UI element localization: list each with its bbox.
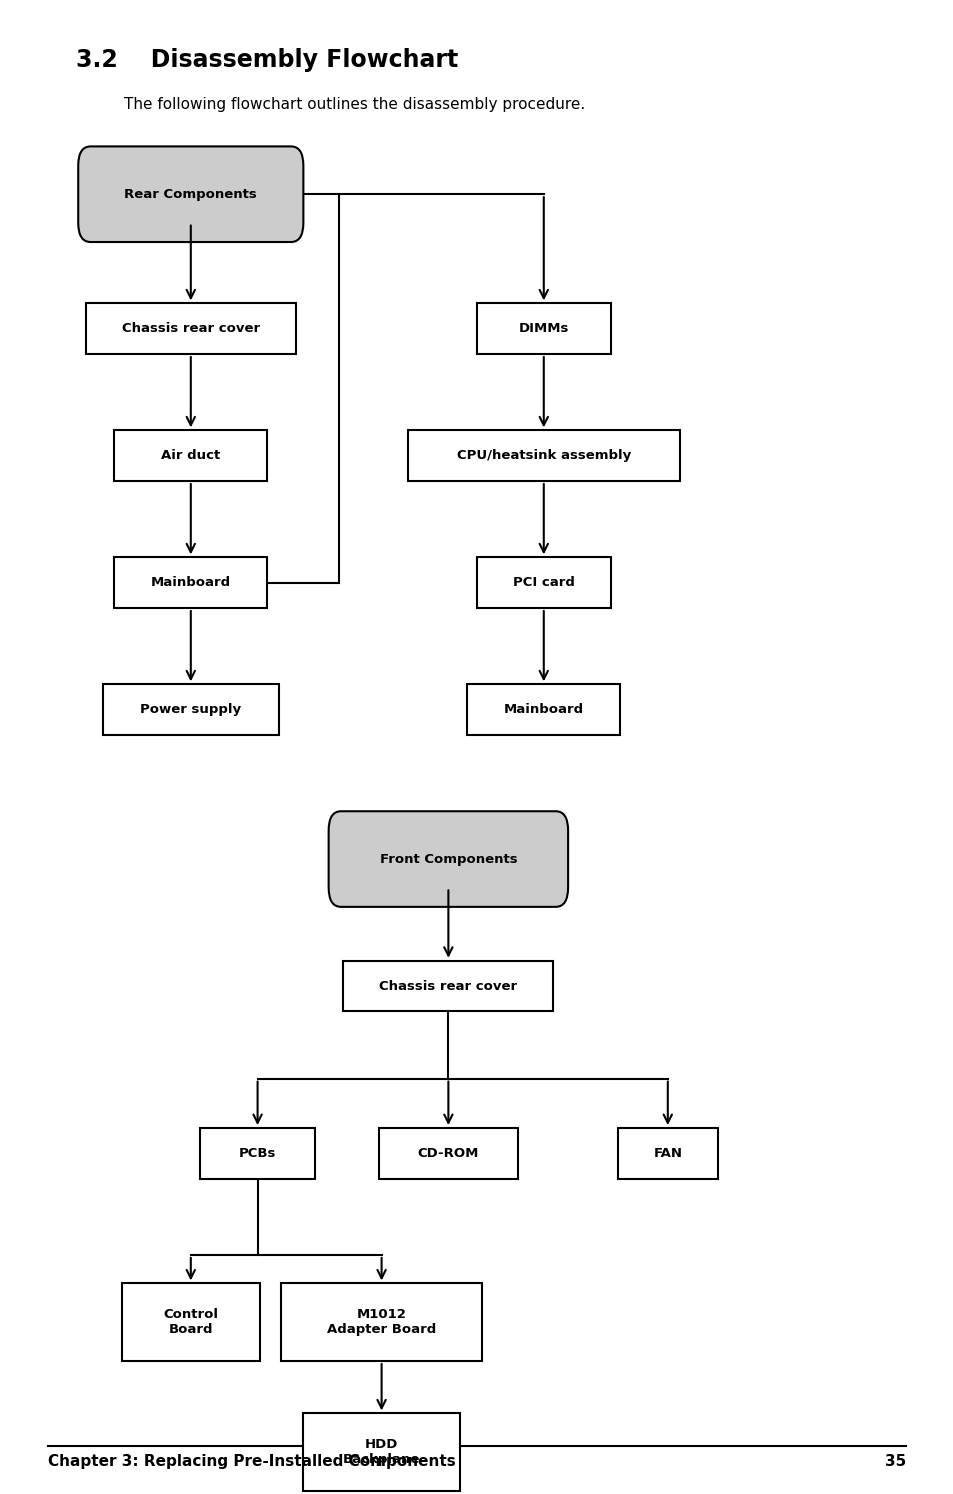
Bar	[303, 1413, 460, 1491]
Bar	[407, 430, 679, 481]
FancyBboxPatch shape	[328, 811, 567, 907]
Bar	[476, 557, 610, 608]
Text: Front Components: Front Components	[379, 853, 517, 865]
Bar	[378, 1128, 517, 1179]
Text: M1012
Adapter Board: M1012 Adapter Board	[327, 1309, 436, 1336]
Text: Chassis rear cover: Chassis rear cover	[122, 323, 259, 335]
Bar	[103, 684, 278, 735]
Text: Chapter 3: Replacing Pre-Installed Components: Chapter 3: Replacing Pre-Installed Compo…	[48, 1454, 455, 1469]
Bar	[114, 557, 267, 608]
Bar	[114, 430, 267, 481]
Text: PCBs: PCBs	[238, 1147, 276, 1159]
FancyBboxPatch shape	[78, 146, 303, 242]
Text: Rear Components: Rear Components	[124, 188, 257, 200]
Text: 35: 35	[884, 1454, 905, 1469]
Text: CD-ROM: CD-ROM	[417, 1147, 478, 1159]
Text: Air duct: Air duct	[161, 450, 220, 462]
Text: HDD
Backplane: HDD Backplane	[342, 1439, 420, 1466]
Text: 3.2    Disassembly Flowchart: 3.2 Disassembly Flowchart	[76, 48, 458, 72]
Bar	[343, 961, 553, 1011]
Text: Chassis rear cover: Chassis rear cover	[379, 980, 517, 992]
Text: DIMMs: DIMMs	[518, 323, 568, 335]
Bar	[122, 1283, 259, 1361]
Text: Mainboard: Mainboard	[503, 704, 583, 716]
Text: The following flowchart outlines the disassembly procedure.: The following flowchart outlines the dis…	[124, 97, 584, 112]
Text: Power supply: Power supply	[140, 704, 241, 716]
Text: Mainboard: Mainboard	[151, 577, 231, 589]
Bar	[281, 1283, 481, 1361]
Bar	[467, 684, 619, 735]
Bar	[86, 303, 295, 354]
Text: Control
Board: Control Board	[163, 1309, 218, 1336]
Bar	[200, 1128, 314, 1179]
Bar	[476, 303, 610, 354]
Text: CPU/heatsink assembly: CPU/heatsink assembly	[456, 450, 630, 462]
Bar	[618, 1128, 717, 1179]
Text: PCI card: PCI card	[513, 577, 574, 589]
Text: FAN: FAN	[653, 1147, 681, 1159]
